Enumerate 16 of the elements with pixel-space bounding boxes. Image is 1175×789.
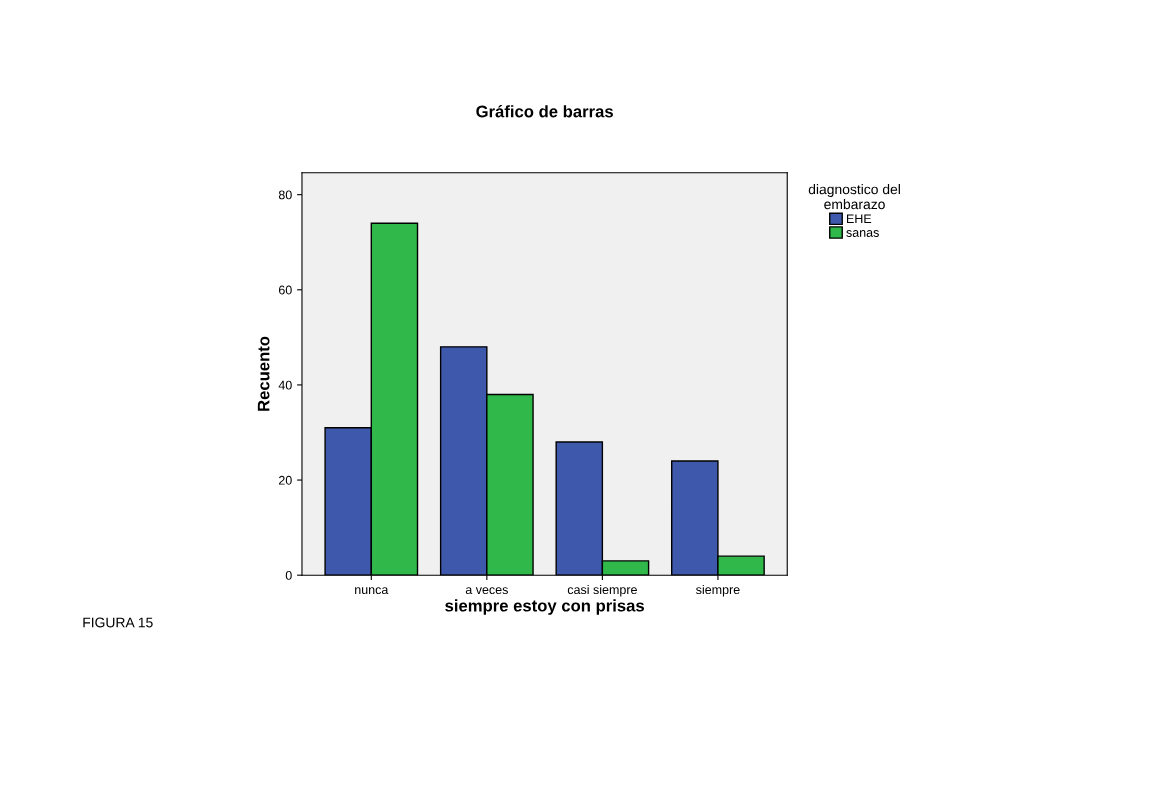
text: FIGURA 15	[83, 617, 153, 628]
x-tick-label: siempre	[696, 584, 740, 597]
y-tick-label: 0	[285, 570, 292, 580]
y-axis-title: Recuento	[257, 336, 270, 411]
legend-label: EHE	[847, 214, 872, 224]
x-tick-label: casi siempre	[567, 584, 637, 597]
chart-title: Gráfico de barras	[476, 105, 613, 118]
x-tick-label: nunca	[355, 587, 389, 595]
x-tick-label: a veces	[465, 587, 508, 595]
y-tick-label: 20	[278, 475, 292, 485]
x-axis-title: siempre estoy con prisas	[445, 599, 644, 615]
legend-title: diagnostico del embarazo	[808, 184, 900, 210]
y-tick-label: 40	[278, 380, 292, 390]
y-tick-label: 60	[278, 285, 292, 295]
legend-label: sanas	[846, 230, 879, 237]
y-tick-label: 80	[278, 190, 292, 200]
